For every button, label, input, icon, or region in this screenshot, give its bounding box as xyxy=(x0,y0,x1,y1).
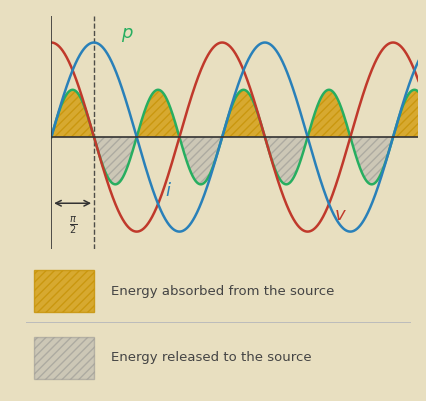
Bar xyxy=(34,270,94,312)
Text: $\mathit{v}$: $\mathit{v}$ xyxy=(334,206,346,224)
Text: $\mathit{p}$: $\mathit{p}$ xyxy=(120,26,133,44)
Text: Energy absorbed from the source: Energy absorbed from the source xyxy=(111,285,334,298)
Bar xyxy=(34,337,94,379)
Text: $\frac{\pi}{2}$: $\frac{\pi}{2}$ xyxy=(68,215,77,236)
Text: Energy released to the source: Energy released to the source xyxy=(111,351,311,365)
Text: $\mathit{i}$: $\mathit{i}$ xyxy=(165,182,172,200)
